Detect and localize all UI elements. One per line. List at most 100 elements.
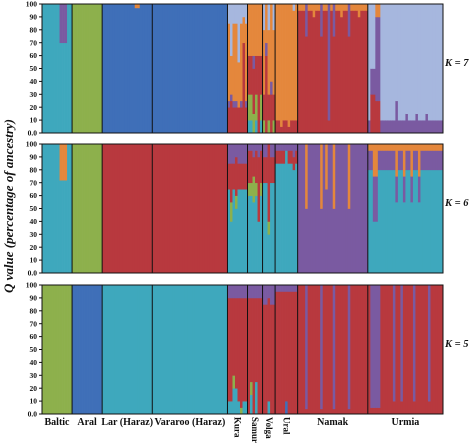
bar-segment [272, 304, 276, 415]
bar-segment [402, 120, 406, 134]
bar-segment [94, 285, 98, 415]
bar-segment [367, 285, 371, 415]
bar-segment [134, 285, 138, 415]
bar-segment [277, 163, 281, 274]
bar-segment [290, 285, 293, 292]
bar-segment [247, 4, 251, 56]
bar-segment [245, 285, 248, 299]
bar-segment [127, 144, 131, 274]
bar-segment [234, 388, 238, 415]
bar-segment [104, 285, 108, 415]
bar-segment [245, 23, 248, 102]
bar-segment [420, 144, 424, 151]
bar-segment [300, 144, 303, 274]
bar-segment [437, 120, 441, 134]
bar-segment [252, 144, 256, 158]
bar-segment [49, 285, 53, 415]
bar-segment [405, 113, 409, 134]
bar-segment [184, 144, 188, 274]
bar-segment [305, 208, 309, 274]
bar-segment [387, 120, 391, 134]
bar-segment [202, 144, 206, 274]
bar-segment [179, 4, 183, 134]
bar-segment [117, 4, 121, 134]
bar-segment [275, 163, 278, 274]
y-tick-label: 10 [30, 116, 38, 125]
bar-segment [267, 285, 271, 299]
bar-segment [237, 144, 241, 164]
bar-segment [412, 401, 416, 415]
bar-segment [44, 285, 48, 415]
y-tick-label: 50 [30, 64, 38, 73]
bar-segment [422, 169, 426, 274]
bar-segment [247, 182, 251, 196]
bar-segment [232, 163, 236, 190]
panel-k-label: K = 6 [444, 198, 469, 209]
bar-segment [352, 10, 356, 134]
bar-segment [57, 144, 60, 274]
bar-segment [300, 10, 303, 134]
bar-segment [342, 10, 346, 134]
y-tick-label: 10 [30, 256, 38, 265]
bar-segment [357, 144, 361, 274]
bar-segment [287, 150, 291, 164]
bar-segment [335, 10, 339, 134]
bar-segment [227, 100, 231, 108]
bar-segment [47, 144, 50, 274]
bar-segment [122, 144, 126, 274]
bar-segment [232, 388, 236, 415]
bar-segment [222, 144, 226, 274]
bar-segment [400, 150, 404, 171]
bar-segment [69, 285, 73, 415]
bar-segment [159, 4, 163, 134]
bar-segment [260, 120, 263, 134]
bar-segment [342, 4, 346, 11]
bar-segment [270, 285, 273, 305]
bar-segment [189, 285, 193, 415]
bar-segment [169, 285, 173, 415]
bar-segment [247, 55, 251, 95]
population-label-urmia: Urmia [392, 417, 420, 428]
bar-segment [119, 285, 123, 415]
bar-segment [367, 120, 371, 134]
bar-segment [197, 144, 201, 274]
bar-segment [234, 144, 238, 158]
bar-segment [332, 408, 336, 415]
bar-segment [260, 297, 263, 415]
bar-segment [420, 169, 424, 274]
bar-segment [202, 4, 206, 134]
bar-segment [280, 163, 283, 274]
bar-segment [250, 55, 253, 95]
bar-segment [59, 144, 63, 181]
bar-segment [412, 169, 416, 274]
bar-segment [132, 285, 136, 415]
bar-segment [392, 169, 396, 274]
bar-segment [435, 285, 439, 415]
bar-segment [204, 4, 208, 134]
bar-segment [275, 4, 278, 121]
bar-segment [347, 408, 351, 415]
bar-segment [234, 107, 238, 134]
bar-segment [410, 4, 414, 121]
bar-segment [382, 285, 386, 415]
bar-segment [372, 176, 376, 222]
bar-segment [310, 4, 314, 11]
bar-segment [410, 176, 414, 203]
bar-segment [162, 144, 166, 274]
panel-k-6: 0.0 10 20 30 40 50 60 70 80 90 100 K = 6 [26, 140, 469, 278]
bar-segment [154, 144, 158, 274]
bar-segment [262, 144, 266, 158]
bar-segment [422, 120, 426, 134]
bar-segment [315, 4, 319, 11]
bar-segment [400, 144, 404, 151]
bar-segment [305, 408, 309, 415]
bar-segment [377, 407, 381, 415]
bar-segment [255, 120, 258, 134]
bar-segment [395, 285, 399, 415]
y-tick-label: 90 [30, 153, 38, 162]
bar-segment [59, 42, 63, 134]
bar-segment [214, 285, 218, 415]
bar-segment [174, 285, 178, 415]
bar-segment [410, 144, 414, 177]
bar-segment [265, 156, 268, 184]
